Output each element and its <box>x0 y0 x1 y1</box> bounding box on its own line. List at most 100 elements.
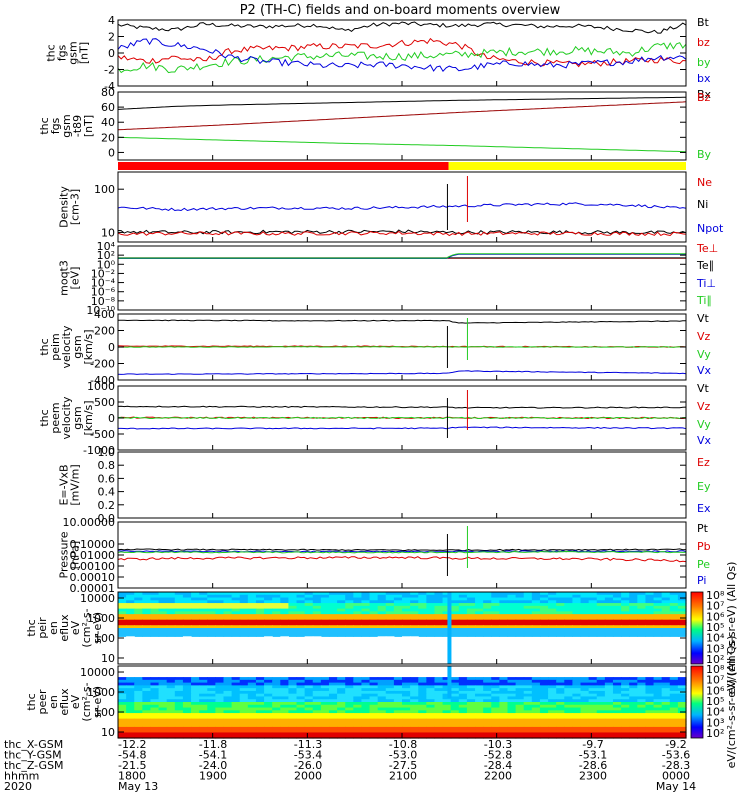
spectrogram-cell <box>466 622 476 626</box>
spectrogram-cell <box>150 616 160 621</box>
ytick-label: 40 <box>101 116 115 129</box>
spectrogram-cell <box>450 715 460 720</box>
spectrogram-cell <box>515 688 525 692</box>
spectrogram-cell <box>174 685 184 689</box>
spectrogram-cell <box>215 724 225 728</box>
spectrogram-cell <box>199 704 208 709</box>
spectrogram-cell <box>231 735 241 739</box>
spectrogram-cell <box>475 619 484 624</box>
spectrogram-cell <box>296 699 306 703</box>
spectrogram-cell <box>150 699 160 703</box>
spectrogram-cell <box>564 735 573 739</box>
spectrogram-cell <box>182 611 192 615</box>
spectrogram-cell <box>677 718 687 722</box>
spectrogram-cell <box>402 685 411 689</box>
spectrogram-cell <box>369 597 379 601</box>
spectrogram-cell <box>207 630 216 635</box>
spectrogram-cell <box>515 707 525 711</box>
spectrogram-cell <box>142 726 152 731</box>
spectrogram-cell <box>182 594 192 599</box>
spectrogram-cell <box>466 718 476 722</box>
spectrogram-cell <box>475 715 484 720</box>
spectrogram-cell <box>588 616 598 621</box>
spectrogram-cell <box>475 600 484 604</box>
spectrogram-cell <box>572 699 582 703</box>
spectrogram-cell <box>353 718 363 722</box>
spectrogram-cell <box>215 682 225 686</box>
colorbar-tick: 10⁴ <box>706 706 725 719</box>
spectrogram-cell <box>434 605 444 610</box>
spectrogram-cell <box>426 729 436 734</box>
spectrogram-cell <box>166 622 176 626</box>
spectrogram-cell <box>369 619 379 624</box>
spectrogram-cell <box>637 735 647 739</box>
spectrogram-cell <box>612 729 622 734</box>
spectrogram-cell <box>385 633 395 637</box>
spectrogram-cell <box>166 605 176 610</box>
spectrogram-cell <box>653 594 663 599</box>
spectrogram-cell <box>548 724 557 728</box>
spectrogram-cell <box>442 693 452 698</box>
spectrogram-cell <box>483 721 492 725</box>
spectrogram-cell <box>126 707 135 711</box>
spectrogram-cell <box>247 685 257 689</box>
spectrogram-cell <box>296 605 306 610</box>
spectrogram-cell <box>661 594 671 599</box>
spectrogram-cell <box>385 707 395 711</box>
spectrogram-cell <box>645 677 655 681</box>
spectrogram-cell <box>629 633 638 637</box>
spectrogram-cell <box>580 677 590 681</box>
spectrogram-cell <box>653 693 663 698</box>
spectrogram-cell <box>539 732 549 736</box>
spectrogram-cell <box>637 597 647 601</box>
ytick-label: 60 <box>101 101 115 114</box>
spectrogram-cell <box>556 685 565 689</box>
spectrogram-cell <box>434 693 444 698</box>
spectrogram-cell <box>182 710 192 714</box>
spectrogram-cell <box>118 715 127 720</box>
spectrogram-cell <box>166 710 176 714</box>
spectrogram-cell <box>239 628 249 632</box>
spectrogram-cell <box>296 679 306 684</box>
spectrogram-cell <box>588 702 598 706</box>
spectrogram-cell <box>304 633 314 637</box>
spectrogram-cell <box>150 682 160 686</box>
spectrogram-cell <box>191 628 200 632</box>
spectrogram-cell <box>345 679 354 684</box>
spectrogram-cell <box>280 685 289 689</box>
spectrogram-cell <box>556 726 565 731</box>
spectrogram-cell <box>304 619 314 624</box>
spectrogram-cell <box>385 616 395 621</box>
spectrogram-cell <box>523 630 533 635</box>
spectrogram-cell <box>288 710 298 714</box>
spectrogram-cell <box>491 614 500 618</box>
legend-peem-Vz: Vz <box>697 400 711 413</box>
ylabel-line: eflux <box>58 614 71 642</box>
spectrogram-cell <box>272 600 281 604</box>
spectrogram-cell <box>426 699 436 703</box>
spectrogram-cell <box>483 713 492 717</box>
spectrogram-cell <box>523 603 533 607</box>
spectrogram-cell <box>458 699 468 703</box>
ylabel-line: velocity <box>60 325 73 368</box>
xaxis-value: 2000 <box>294 770 322 783</box>
spectrogram-cell <box>247 608 257 612</box>
spectrogram-cell <box>304 710 314 714</box>
spectrogram-cell <box>215 710 225 714</box>
spectrogram-cell <box>337 693 346 698</box>
spectrogram-cell <box>572 704 582 709</box>
spectrogram-cell <box>410 693 419 698</box>
spectrogram-cell <box>215 616 225 621</box>
spectrogram-cell <box>158 696 168 700</box>
spectrogram-cell <box>523 682 533 686</box>
spectrogram-cell <box>442 713 452 717</box>
spectrogram-cell <box>312 718 322 722</box>
spectrogram-cell <box>369 616 379 621</box>
ylabel-line: [nPa] <box>69 541 82 569</box>
spectrogram-cell <box>126 619 135 624</box>
spectrogram-cell <box>345 693 354 698</box>
spectrogram-cell <box>280 605 289 610</box>
spectrogram-cell <box>231 630 241 635</box>
spectrogram-cell <box>564 726 573 731</box>
spectrogram-cell <box>483 682 492 686</box>
